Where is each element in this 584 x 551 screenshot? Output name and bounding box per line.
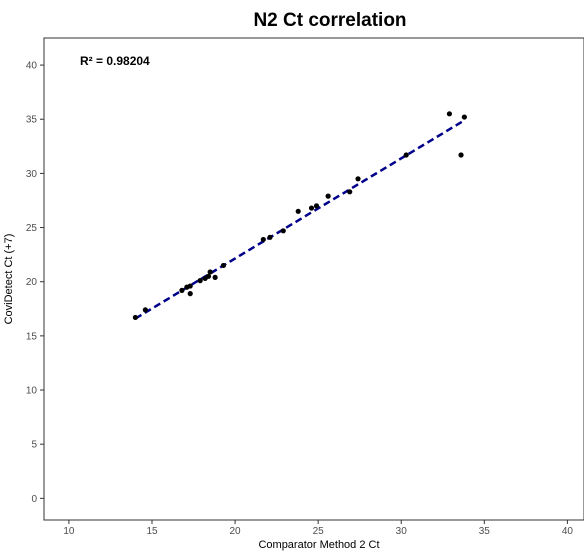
y-tick-label: 15 <box>26 331 38 342</box>
data-point <box>403 152 409 158</box>
y-tick-label: 0 <box>31 494 37 505</box>
trendline-group <box>134 119 466 320</box>
data-point <box>207 269 213 275</box>
data-point <box>142 307 148 313</box>
data-point <box>179 287 185 293</box>
plot-panel <box>43 37 584 521</box>
x-axis-ticks: 10 15 20 25 30 35 40 <box>63 520 573 537</box>
data-point <box>280 228 286 234</box>
x-tick-label: 30 <box>396 526 408 537</box>
data-point <box>187 291 193 297</box>
x-tick-label: 15 <box>146 526 158 537</box>
y-tick-label: 10 <box>26 386 38 397</box>
trendline <box>134 119 466 320</box>
x-tick-label: 40 <box>562 526 574 537</box>
data-point <box>220 262 227 269</box>
data-point <box>313 203 320 209</box>
x-tick-label: 20 <box>230 526 242 537</box>
x-tick-label: 35 <box>479 526 491 537</box>
y-tick-label: 20 <box>26 277 38 288</box>
r-squared-annotation: R² = 0.98204 <box>80 54 150 68</box>
data-point <box>355 176 361 182</box>
x-tick-label: 25 <box>313 526 325 537</box>
data-point <box>446 111 453 117</box>
data-point <box>132 314 138 321</box>
scatter-points <box>132 111 467 321</box>
y-tick-label: 5 <box>31 440 37 451</box>
y-tick-label: 25 <box>26 223 38 234</box>
data-point <box>347 189 353 195</box>
y-tick-label: 35 <box>26 115 38 126</box>
data-point <box>212 274 218 280</box>
y-axis-label: CoviDetect Ct (+7) <box>3 234 15 325</box>
data-point <box>187 283 193 289</box>
y-tick-label: 30 <box>26 169 38 180</box>
x-tick-label: 10 <box>63 526 75 537</box>
data-point <box>461 114 467 120</box>
y-tick-label: 40 <box>26 61 38 72</box>
data-point <box>325 193 331 199</box>
data-point <box>260 236 266 243</box>
data-point <box>197 278 203 284</box>
data-point <box>267 234 273 240</box>
data-point <box>458 152 464 158</box>
data-point <box>308 205 315 211</box>
chart-title: N2 Ct correlation <box>253 10 406 31</box>
x-axis-label: Comparator Method 2 Ct <box>258 539 379 551</box>
data-point <box>295 208 301 214</box>
y-axis-ticks: 0 5 10 15 20 25 30 35 40 <box>26 61 44 505</box>
data-point <box>205 273 212 279</box>
